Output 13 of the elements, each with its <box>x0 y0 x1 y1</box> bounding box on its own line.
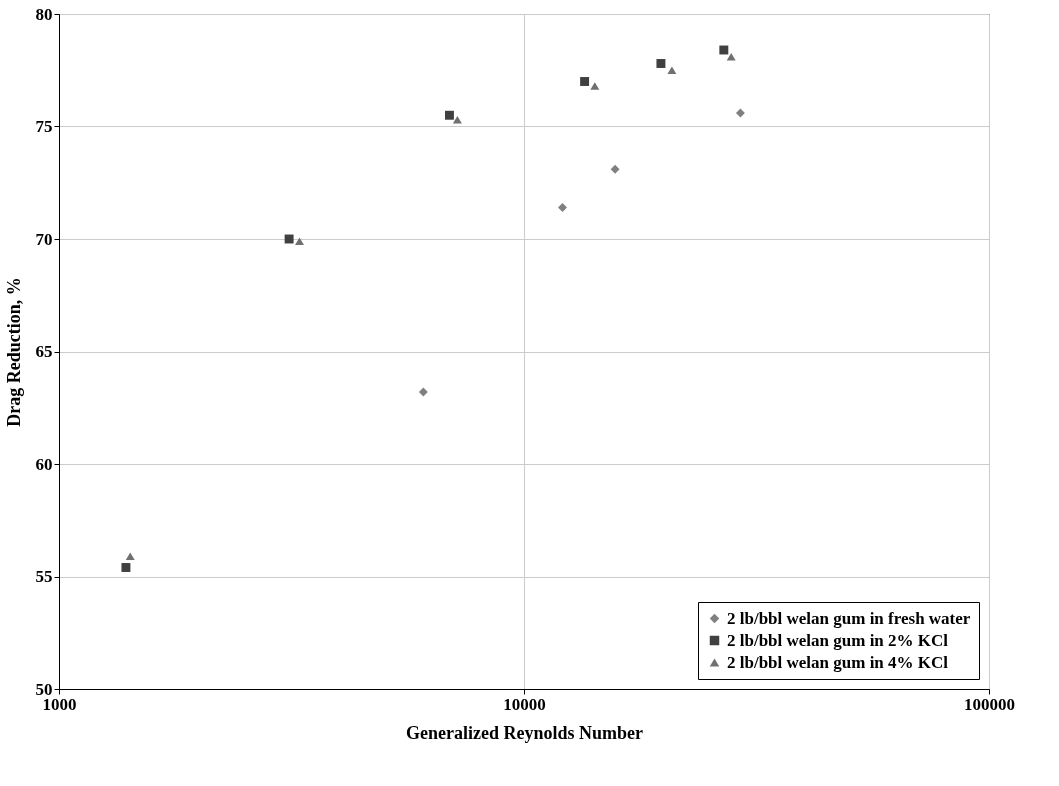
x-tick-label: 100000 <box>964 694 1015 714</box>
y-tick-label: 65 <box>35 342 53 361</box>
y-axis-title: Drag Reduction, % <box>3 277 24 427</box>
y-tick-label: 70 <box>35 229 53 249</box>
legend-label: 2 lb/bbl welan gum in 2% KCl <box>727 630 949 650</box>
y-tick-label: 80 <box>35 4 53 24</box>
y-tick-label: 60 <box>35 454 53 474</box>
legend-label: 2 lb/bbl welan gum in 4% KCl <box>727 652 949 672</box>
y-tick-label: 55 <box>35 567 53 586</box>
x-tick-label: 10000 <box>503 694 546 714</box>
legend-label: 2 lb/bbl welan gum in fresh water <box>727 608 971 628</box>
y-tick-label: 75 <box>35 117 53 136</box>
x-axis-title: Generalized Reynolds Number <box>406 722 643 743</box>
